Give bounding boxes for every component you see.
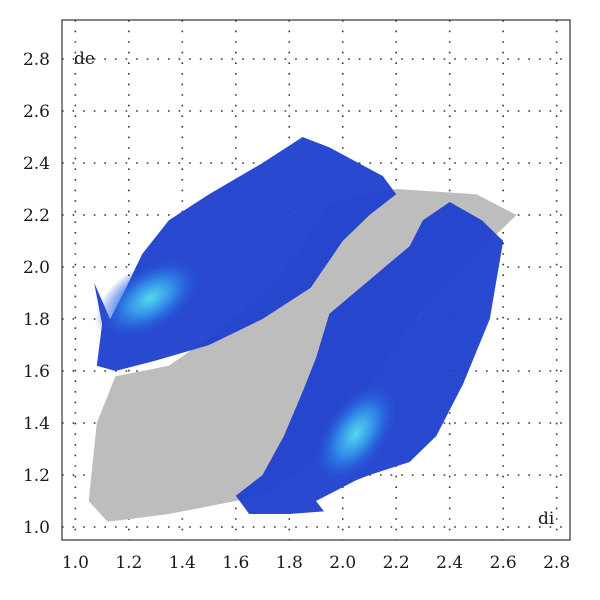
density-peak-upper-peak bbox=[94, 254, 206, 342]
region-blue-lower-wing bbox=[235, 202, 504, 514]
y-tick-label: 1.4 bbox=[23, 414, 50, 434]
x-tick-label: 2.0 bbox=[329, 553, 356, 573]
x-tick-label: 2.4 bbox=[436, 553, 463, 573]
x-tick-label: 1.4 bbox=[169, 553, 196, 573]
y-tick-label: 2.4 bbox=[23, 154, 50, 174]
y-tick-label: 2.0 bbox=[23, 258, 50, 278]
x-tick-label: 1.0 bbox=[62, 553, 89, 573]
y-tick-label: 2.6 bbox=[23, 102, 50, 122]
x-tick-labels: 1.0 1.2 1.4 1.6 1.8 2.0 2.2 2.4 2.6 2.8 bbox=[62, 553, 570, 573]
y-tick-labels: 1.0 1.2 1.4 1.6 1.8 2.0 2.2 2.4 2.6 2.8 bbox=[23, 50, 50, 538]
peak-layer bbox=[94, 254, 402, 488]
y-tick-label: 2.8 bbox=[23, 50, 50, 70]
x-tick-label: 1.8 bbox=[276, 553, 303, 573]
density-peak-lower-peak bbox=[310, 378, 402, 488]
y-tick-label: 1.2 bbox=[23, 466, 50, 486]
x-tick-label: 2.6 bbox=[490, 553, 517, 573]
y-tick-label: 1.6 bbox=[23, 362, 50, 382]
y-tick-label: 1.0 bbox=[23, 518, 50, 538]
x-tick-label: 1.2 bbox=[115, 553, 142, 573]
y-tick-label: 1.8 bbox=[23, 310, 50, 330]
x-tick-label: 1.6 bbox=[222, 553, 249, 573]
y-tick-label: 2.2 bbox=[23, 206, 50, 226]
x-tick-label: 2.2 bbox=[383, 553, 410, 573]
x-tick-label: 2.8 bbox=[543, 553, 570, 573]
x-axis-label: di bbox=[538, 509, 555, 529]
y-axis-label: de bbox=[74, 49, 95, 69]
